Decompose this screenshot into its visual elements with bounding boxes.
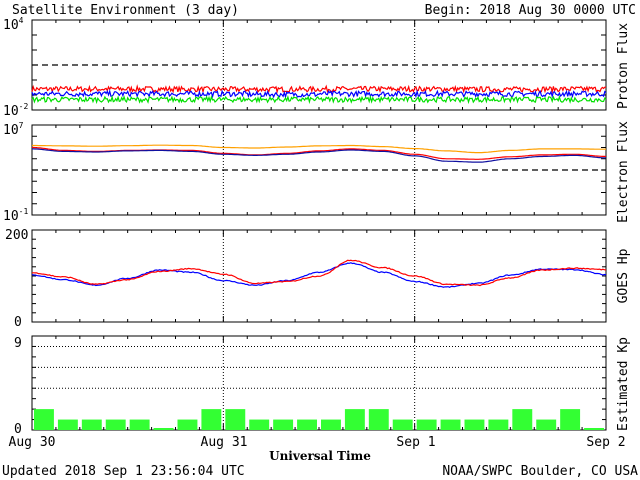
kp-bar bbox=[34, 409, 54, 430]
xtick-sep-1: Sep 1 bbox=[396, 435, 435, 450]
estimated-kp-panel bbox=[31, 335, 607, 431]
ytick-hp-top: 200 bbox=[5, 228, 28, 243]
xtick-aug-30: Aug 30 bbox=[9, 435, 56, 450]
xtick-sep-2: Sep 2 bbox=[586, 435, 625, 450]
ytick-proton-top: 104 bbox=[3, 16, 24, 33]
electron-flux-panel bbox=[31, 124, 607, 216]
ytick-electron-bottom-exp: -1 bbox=[19, 207, 29, 216]
ytick-kp-bottom: 0 bbox=[14, 422, 22, 437]
ytick-electron-bottom: 10-1 bbox=[3, 207, 28, 224]
electron-frame bbox=[31, 124, 607, 216]
ytick-proton-top-exp: 4 bbox=[19, 16, 24, 25]
chart-title: Satellite Environment (3 day) bbox=[12, 3, 239, 18]
kp-bar bbox=[392, 419, 413, 430]
ytick-electron-top-base: 10 bbox=[3, 123, 19, 138]
kp-bar bbox=[321, 419, 341, 430]
kp-bar bbox=[416, 419, 437, 430]
kp-bar bbox=[297, 419, 317, 430]
ytick-kp-top: 9 bbox=[14, 336, 22, 351]
kp-bar bbox=[512, 409, 533, 430]
electron-series-orange bbox=[32, 144, 606, 154]
kp-bar bbox=[560, 409, 581, 430]
kp-bar bbox=[177, 419, 198, 430]
kp-bar bbox=[249, 419, 270, 430]
ylabel-electron-flux: Electron Flux bbox=[616, 121, 631, 223]
kp-bar bbox=[105, 419, 126, 430]
credit-label: NOAA/SWPC Boulder, CO USA bbox=[442, 464, 638, 479]
ytick-electron-bottom-base: 10 bbox=[3, 209, 19, 224]
ylabel-goes-hp: GOES Hp bbox=[616, 248, 631, 303]
kp-bar bbox=[201, 409, 222, 430]
proton-series-red bbox=[31, 84, 607, 95]
kp-bar bbox=[464, 419, 485, 430]
kp-bar bbox=[440, 419, 461, 430]
proton-flux-panel bbox=[31, 19, 607, 111]
kp-bar bbox=[536, 419, 557, 430]
kp-bar bbox=[81, 419, 102, 430]
proton-series-blue bbox=[31, 88, 607, 100]
kp-bar bbox=[225, 409, 246, 430]
ytick-proton-bottom: 10-2 bbox=[3, 102, 28, 119]
ylabel-estimated-kp: Estimated Kp bbox=[616, 337, 631, 431]
kp-bar bbox=[129, 419, 150, 430]
proton-series-green bbox=[31, 94, 607, 105]
ytick-hp-bottom: 0 bbox=[14, 315, 22, 330]
begin-time-label: Begin: 2018 Aug 30 0000 UTC bbox=[425, 3, 636, 18]
ytick-electron-top: 107 bbox=[3, 121, 24, 138]
kp-bar bbox=[273, 419, 294, 430]
kp-bar bbox=[344, 409, 365, 430]
updated-timestamp: Updated 2018 Sep 1 23:56:04 UTC bbox=[2, 464, 245, 479]
xtick-aug-31: Aug 31 bbox=[201, 435, 248, 450]
ytick-proton-bottom-exp: -2 bbox=[19, 102, 29, 111]
ylabel-proton-flux: Proton Flux bbox=[616, 23, 631, 109]
electron-series-navy bbox=[32, 148, 607, 163]
goes-hp-panel bbox=[31, 229, 607, 323]
x-axis-label: Universal Time bbox=[269, 449, 371, 463]
hp-series-blue bbox=[31, 262, 607, 288]
kp-bar bbox=[488, 419, 509, 430]
electron-series-red bbox=[32, 146, 607, 160]
kp-bar bbox=[57, 419, 78, 430]
hp-series-red bbox=[32, 259, 607, 287]
kp-bar bbox=[368, 409, 389, 430]
ytick-proton-bottom-base: 10 bbox=[3, 104, 19, 119]
ytick-proton-top-base: 10 bbox=[3, 18, 19, 33]
ytick-electron-top-exp: 7 bbox=[19, 121, 24, 130]
